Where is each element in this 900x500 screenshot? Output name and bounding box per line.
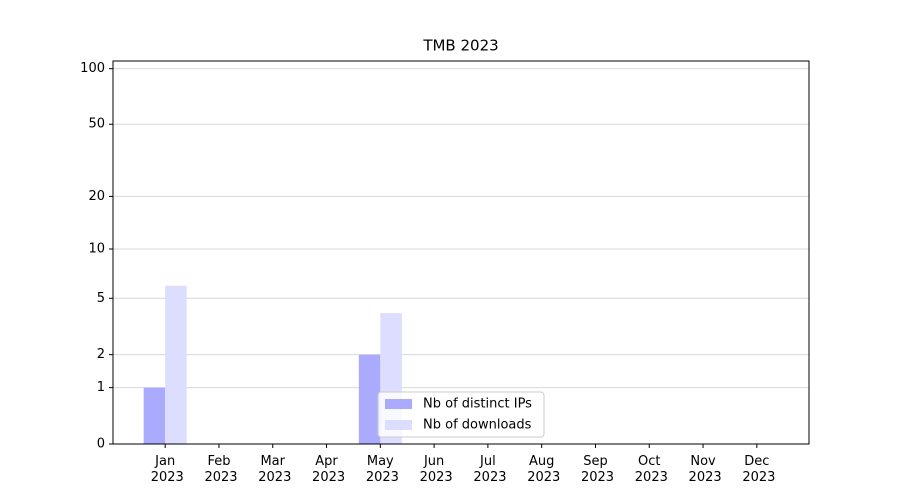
bar [143, 387, 166, 444]
y-tick-label: 10 [88, 241, 105, 256]
legend-swatch [385, 399, 412, 409]
x-tick-label: Apr 2023 [308, 454, 345, 485]
x-tick-label: Oct 2023 [631, 454, 668, 485]
x-tick-label: Feb 2023 [200, 454, 237, 485]
x-tick-label: May 2023 [362, 454, 399, 485]
x-tick-label: Sep 2023 [577, 454, 614, 485]
y-tick-label: 2 [97, 347, 105, 362]
y-tick-label: 1 [97, 380, 105, 395]
legend-swatch [385, 420, 412, 430]
x-tick-label: Jul 2023 [469, 454, 506, 485]
y-tick-label: 100 [80, 61, 105, 76]
y-tick-label: 0 [97, 437, 105, 452]
x-tick-label: Dec 2023 [738, 454, 775, 485]
y-tick-label: 50 [88, 117, 105, 132]
chart-title: TMB 2023 [422, 37, 498, 55]
legend: Nb of distinct IPs Nb of downloads [377, 391, 545, 438]
x-tick-label: Jan 2023 [147, 454, 184, 485]
x-tick-label: Aug 2023 [523, 454, 560, 485]
x-tick-label: Nov 2023 [684, 454, 721, 485]
x-tick-label: Jun 2023 [415, 454, 452, 485]
bar [165, 285, 187, 444]
legend-label: Nb of distinct IPs [423, 397, 532, 412]
plot-frame [112, 60, 810, 445]
y-tick-label: 20 [88, 189, 105, 204]
legend-label: Nb of downloads [423, 418, 532, 433]
legend-box [377, 391, 545, 438]
bar [358, 354, 381, 444]
x-tick-label: Mar 2023 [254, 454, 291, 485]
y-tick-label: 5 [97, 291, 105, 306]
